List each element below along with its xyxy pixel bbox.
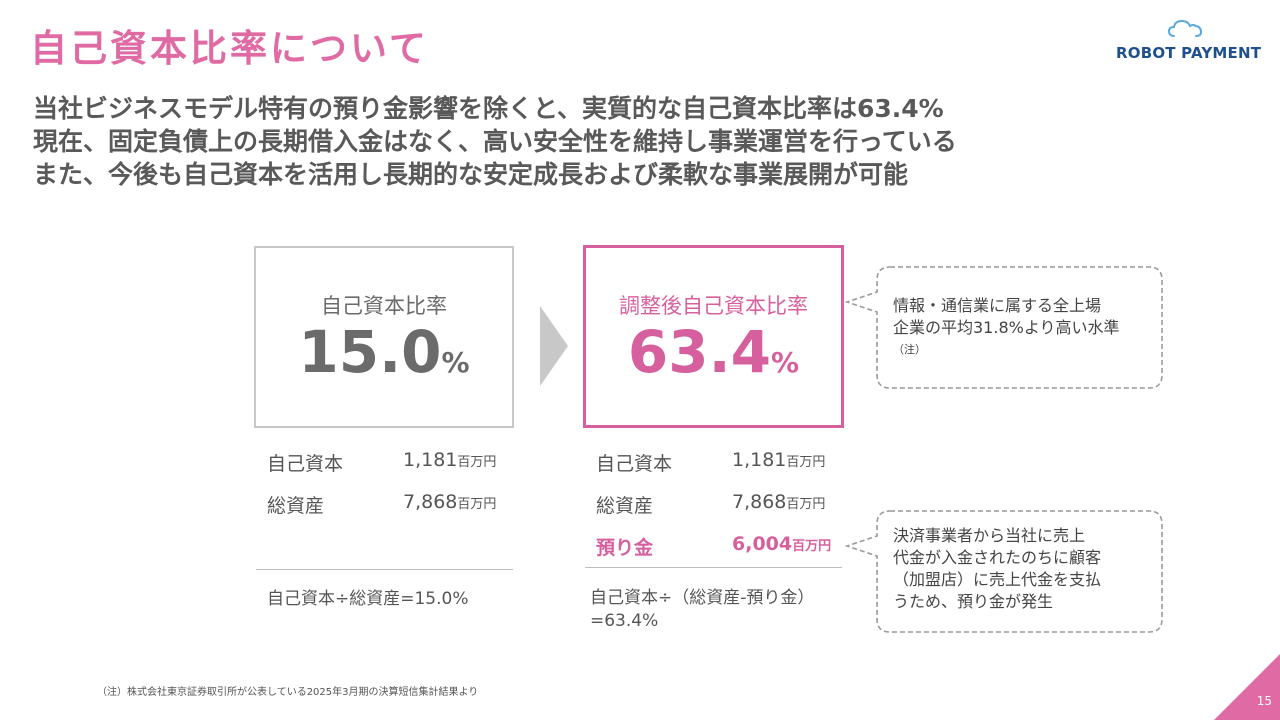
right-equity-value: 1,181百万円 <box>732 449 825 471</box>
right-equity-number: 1,181 <box>732 449 787 471</box>
equity-ratio-card: 自己資本比率 15.0% <box>254 246 514 428</box>
left-assets-value: 7,868百万円 <box>403 491 496 513</box>
left-formula: 自己資本÷総資産=15.0% <box>267 589 469 609</box>
percent-unit: % <box>441 346 470 379</box>
lead-line: 現在、固定負債上の長期借入金はなく、高い安全性を維持し事業運営を行っている <box>33 127 957 156</box>
cloud-icon <box>1168 20 1202 37</box>
adjusted-equity-ratio-label: 調整後自己資本比率 <box>619 294 808 318</box>
lead-line: また、今後も自己資本を活用し長期的な安定成長および柔軟な事業展開が可能 <box>33 160 909 189</box>
company-logo: ROBOT PAYMENT <box>1116 20 1261 64</box>
right-formula-line1: 自己資本÷（総資産-預り金） <box>590 588 815 608</box>
equity-ratio-value: 15.0% <box>256 318 512 397</box>
callout-note: （注） <box>893 343 926 356</box>
equity-ratio-label: 自己資本比率 <box>321 294 447 318</box>
right-deposits-number: 6,004 <box>732 533 793 555</box>
chevron-right-icon <box>540 306 568 386</box>
lead-line: 当社ビジネスモデル特有の預り金影響を除くと、実質的な自己資本比率は63.4% <box>33 94 944 123</box>
unit-label: 百万円 <box>786 497 826 512</box>
right-assets-number: 7,868 <box>732 491 787 513</box>
right-assets-value: 7,868百万円 <box>732 491 825 513</box>
page-corner-triangle <box>1214 654 1280 720</box>
callout-bubble-shape <box>844 266 1163 389</box>
adjusted-equity-ratio-number: 63.4 <box>627 318 772 386</box>
page-number: 15 <box>1256 694 1272 708</box>
callout-line: 代金が入金されたのちに顧客 <box>893 548 1102 567</box>
left-equity-value: 1,181百万円 <box>403 449 496 471</box>
unit-label: 百万円 <box>792 539 832 554</box>
right-deposits-value: 6,004百万円 <box>732 533 831 555</box>
left-assets-label: 総資産 <box>267 495 325 517</box>
unit-label: 百万円 <box>457 497 497 512</box>
callout-line: うため、預り金が発生 <box>893 592 1054 611</box>
callout-line: 情報・通信業に属する全上場 <box>893 296 1102 315</box>
right-formula: 自己資本÷（総資産-預り金） =63.4% <box>590 587 814 633</box>
adjusted-equity-ratio-card: 調整後自己資本比率 63.4% <box>583 245 844 428</box>
adjusted-equity-ratio-value: 63.4% <box>586 318 841 397</box>
unit-label: 百万円 <box>786 455 826 470</box>
percent-unit: % <box>771 346 800 379</box>
divider <box>585 567 842 568</box>
left-equity-number: 1,181 <box>403 449 458 471</box>
logo-text-robot: ROBOT <box>1116 44 1176 62</box>
page-title: 自己資本比率について <box>30 27 429 70</box>
industry-comparison-callout: 情報・通信業に属する全上場 企業の平均31.8%より高い水準 （注） <box>844 264 1166 392</box>
lead-text: 当社ビジネスモデル特有の預り金影響を除くと、実質的な自己資本比率は63.4% 現… <box>33 92 1033 191</box>
unit-label: 百万円 <box>457 455 497 470</box>
callout-bubble-shape <box>844 510 1163 633</box>
equity-ratio-number: 15.0 <box>298 318 442 386</box>
right-deposits-label: 預り金 <box>596 537 654 559</box>
left-equity-label: 自己資本 <box>267 453 344 475</box>
right-assets-label: 総資産 <box>596 495 654 517</box>
deposits-explanation-callout: 決済事業者から当社に売上 代金が入金されたのちに顧客 （加盟店）に売上代金を支払… <box>844 508 1166 636</box>
right-equity-label: 自己資本 <box>596 453 673 475</box>
divider <box>256 569 513 570</box>
callout-line: 企業の平均31.8%より高い水準 <box>893 318 1120 337</box>
logo-text-payment: PAYMENT <box>1181 44 1262 62</box>
callout-line: 決済事業者から当社に売上 <box>893 526 1086 545</box>
right-formula-line2: =63.4% <box>590 611 659 631</box>
footnote: （注）株式会社東京証券取引所が公表している2025年3月期の決算短信集計結果より <box>97 687 479 698</box>
left-assets-number: 7,868 <box>403 491 458 513</box>
callout-line: （加盟店）に売上代金を支払 <box>893 570 1102 589</box>
